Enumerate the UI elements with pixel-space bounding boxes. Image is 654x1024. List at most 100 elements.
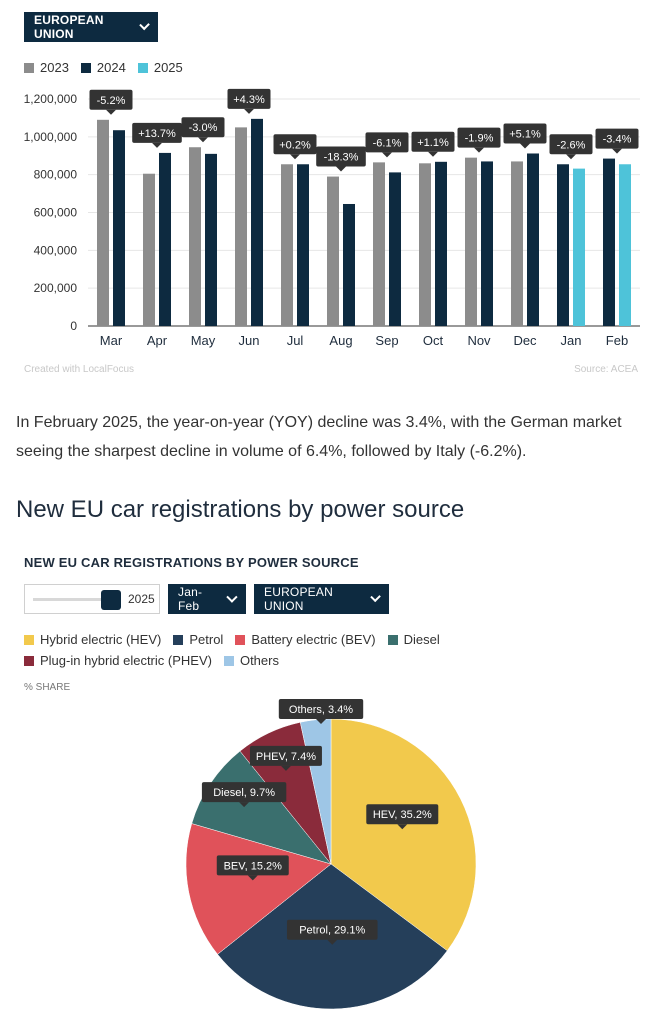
- slider-value: 2025: [128, 592, 155, 606]
- y-tick-label: 600,000: [34, 206, 78, 220]
- callout-pointer: [382, 152, 392, 158]
- pie-slice[interactable]: [330, 718, 477, 952]
- legend-item-2023: 2023: [24, 60, 69, 75]
- pie-region-dropdown[interactable]: EUROPEAN UNION: [254, 584, 389, 614]
- callout-pointer: [520, 143, 530, 149]
- bar-2024-dec[interactable]: [527, 153, 539, 326]
- slice-label: Others, 3.4%: [289, 704, 353, 716]
- yoy-callout: -2.6%: [549, 134, 593, 160]
- pie-chart-title: NEW EU CAR REGISTRATIONS BY POWER SOURCE: [24, 555, 359, 570]
- bar-2024-sep[interactable]: [389, 172, 401, 326]
- callout-label: -6.1%: [373, 137, 402, 149]
- bar-2023-may[interactable]: [189, 147, 201, 326]
- callout-pointer: [290, 154, 300, 160]
- bar-2024-apr[interactable]: [159, 152, 171, 326]
- x-tick-label: Sep: [375, 333, 398, 348]
- callout-pointer: [152, 142, 162, 148]
- slider-thumb[interactable]: [101, 590, 121, 610]
- region-dropdown[interactable]: EUROPEAN UNION: [24, 12, 158, 42]
- callout-box: [89, 89, 133, 110]
- legend-label-2025: 2025: [153, 60, 183, 75]
- callout-pointer: [247, 875, 258, 881]
- callout-label: -3.0%: [189, 122, 218, 134]
- callout-box: [316, 146, 366, 167]
- bar-2024-nov[interactable]: [481, 161, 493, 326]
- callout-pointer: [316, 719, 326, 724]
- callout-pointer: [566, 154, 576, 160]
- bar-2025-feb[interactable]: [619, 164, 631, 326]
- y-tick-label: 1,000,000: [24, 130, 78, 144]
- callout-pointer: [612, 148, 622, 154]
- bar-2024-jan[interactable]: [557, 164, 569, 326]
- callout-label: -18.3%: [324, 152, 359, 164]
- legend-swatch: [223, 655, 234, 666]
- bar-2023-apr[interactable]: [143, 173, 155, 326]
- bar-2025-jan[interactable]: [573, 168, 585, 326]
- x-tick-label: Jul: [287, 333, 304, 348]
- period-dropdown[interactable]: Jan-Feb: [168, 584, 246, 614]
- bar-2024-may[interactable]: [205, 153, 217, 326]
- legend-swatch: [24, 655, 34, 666]
- callout-box: [366, 804, 439, 825]
- yoy-callout: -3.4%: [595, 128, 639, 154]
- bar-2024-mar[interactable]: [113, 130, 125, 326]
- callout-box: [457, 127, 501, 148]
- bar-2023-jun[interactable]: [235, 127, 247, 326]
- slice-callout: HEV, 35.2%: [366, 804, 439, 830]
- yoy-callout: +4.3%: [227, 88, 271, 114]
- slice-label: Petrol, 29.1%: [299, 925, 365, 937]
- callout-box: [216, 855, 289, 876]
- bar-2024-feb[interactable]: [603, 158, 615, 326]
- bar-2024-oct[interactable]: [435, 161, 447, 326]
- bar-2023-sep[interactable]: [373, 162, 385, 326]
- yoy-callout: +1.1%: [411, 131, 455, 157]
- bar-2023-mar[interactable]: [97, 119, 109, 326]
- bar-2024-jul[interactable]: [297, 164, 309, 326]
- callout-pointer: [327, 939, 338, 945]
- bar-2023-aug[interactable]: [327, 176, 339, 326]
- legend-swatch: [387, 634, 398, 645]
- x-tick-label: Oct: [423, 333, 444, 348]
- callout-label: +4.3%: [233, 94, 265, 106]
- callout-pointer: [397, 824, 408, 830]
- bar-2024-jun[interactable]: [251, 118, 263, 326]
- chevron-down-icon: [226, 591, 238, 603]
- pie-chart: HEV, 35.2% Petrol, 29.1% BEV, 15.2% Diesel,…: [185, 699, 477, 1010]
- yoy-callout: +5.1%: [503, 123, 547, 149]
- bar-2023-jul[interactable]: [281, 164, 293, 326]
- callout-pointer: [244, 108, 254, 114]
- bar-2023-nov[interactable]: [465, 157, 477, 326]
- bar-2023-dec[interactable]: [511, 161, 523, 326]
- callout-pointer: [336, 166, 346, 172]
- slider-track[interactable]: [33, 598, 115, 601]
- bar-2023-oct[interactable]: [419, 163, 431, 326]
- x-tick-label: Jun: [239, 333, 260, 348]
- x-tick-label: Apr: [147, 333, 168, 348]
- callout-label: -2.6%: [557, 139, 586, 151]
- x-tick-label: Aug: [329, 333, 352, 348]
- bar-2024-aug[interactable]: [343, 203, 355, 326]
- callout-pointer: [474, 147, 484, 153]
- callout-box: [227, 88, 271, 109]
- slice-callout: PHEV, 7.4%: [249, 745, 322, 771]
- year-slider[interactable]: 2025: [24, 584, 160, 614]
- callout-box: [181, 117, 225, 138]
- legend-label: Battery electric (BEV): [251, 632, 376, 647]
- slice-label: Diesel, 9.7%: [213, 787, 275, 799]
- callout-box: [201, 782, 287, 803]
- chart-source: Source: ACEA: [574, 364, 638, 375]
- bar-legend: 2023 2024 2025: [24, 60, 195, 75]
- yoy-callout: -1.9%: [457, 127, 501, 153]
- legend-swatch: [24, 634, 34, 645]
- pie-legend-item: Diesel: [387, 632, 440, 647]
- slice-callout: BEV, 15.2%: [216, 855, 289, 881]
- callout-box: [365, 132, 409, 153]
- x-tick-label: Feb: [606, 333, 628, 348]
- callout-label: +0.2%: [279, 139, 311, 151]
- callout-pointer: [239, 802, 250, 808]
- legend-label-2023: 2023: [40, 60, 69, 75]
- unit-label: % SHARE: [24, 682, 71, 693]
- callout-box: [411, 131, 455, 152]
- slice-label: BEV, 15.2%: [224, 860, 283, 872]
- pie-legend-item: Hybrid electric (HEV): [24, 632, 161, 647]
